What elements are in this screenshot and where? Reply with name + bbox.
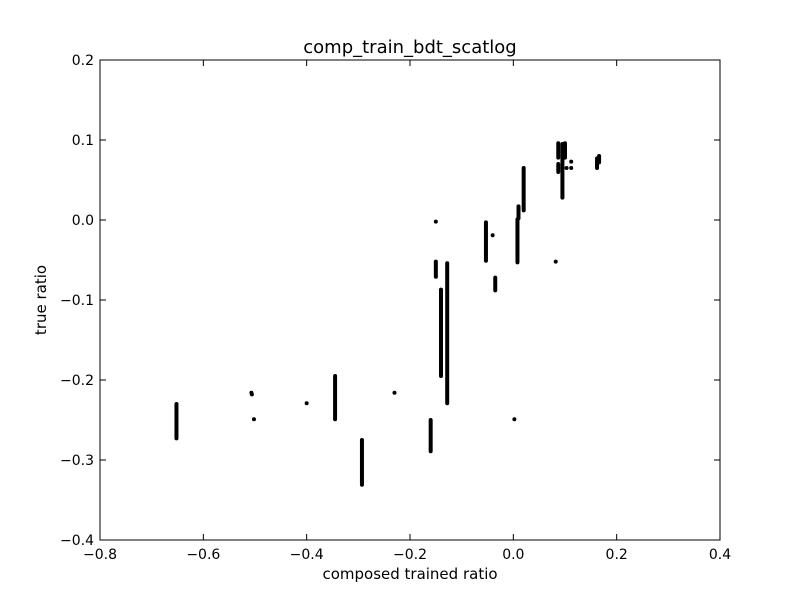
- x-tick-label: −0.2: [393, 547, 427, 563]
- x-axis: −0.8 −0.6 −0.4 −0.2 0.0 0.2 0.4: [83, 60, 731, 563]
- x-tick-label: 0.4: [709, 547, 731, 563]
- data-point: [433, 219, 438, 224]
- y-tick-label: −0.3: [60, 453, 94, 469]
- y-tick-label: 0.0: [72, 213, 94, 229]
- y-axis: −0.4 −0.3 −0.2 −0.1 0.0 0.1 0.2: [60, 53, 720, 549]
- data-point: [569, 159, 574, 164]
- x-axis-label: composed trained ratio: [322, 565, 497, 583]
- data-point: [304, 401, 309, 406]
- y-tick-label: −0.2: [60, 373, 94, 389]
- data-point: [251, 417, 256, 422]
- x-tick-label: −0.4: [290, 547, 324, 563]
- data-point: [392, 390, 397, 395]
- x-tick-label: −0.8: [83, 547, 117, 563]
- data-point: [564, 166, 569, 170]
- x-tick-label: 0.2: [606, 547, 628, 563]
- y-tick-label: −0.4: [60, 533, 94, 549]
- data-marks: [174, 141, 602, 487]
- y-tick-label: −0.1: [60, 293, 94, 309]
- plot-frame: [99, 59, 721, 541]
- data-point: [512, 417, 517, 422]
- data-point: [249, 392, 254, 397]
- data-point: [490, 233, 495, 238]
- data-point: [553, 259, 558, 264]
- x-tick-label: −0.6: [186, 547, 220, 563]
- y-axis-label: true ratio: [32, 265, 50, 335]
- chart-title: comp_train_bdt_scatlog: [303, 37, 516, 58]
- x-tick-label: 0.0: [502, 547, 524, 563]
- y-tick-label: 0.2: [72, 53, 94, 69]
- plot-area: [99, 59, 721, 541]
- y-tick-label: 0.1: [72, 133, 94, 149]
- data-point: [569, 166, 574, 170]
